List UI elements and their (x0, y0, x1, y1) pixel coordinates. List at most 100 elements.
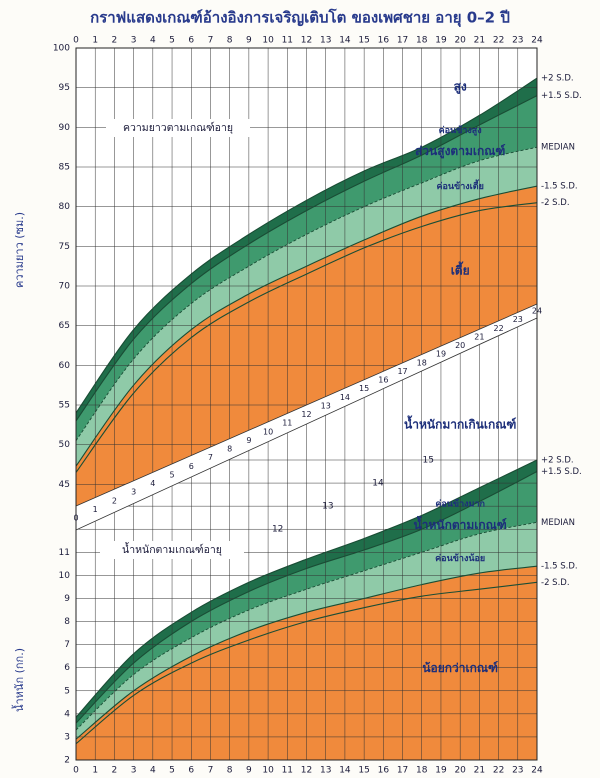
y-tick-label: 60 (59, 361, 71, 371)
age-band-label: 3 (131, 488, 136, 497)
age-band-label: 9 (246, 436, 251, 445)
y-tick-label: 14 (372, 479, 384, 489)
x-tick-label: 8 (227, 766, 233, 776)
x-tick-label: 20 (454, 36, 466, 46)
y-tick-label: 45 (59, 480, 70, 490)
y-tick-label: 75 (59, 242, 70, 252)
x-tick-label: 3 (131, 766, 137, 776)
x-tick-label: 12 (301, 36, 312, 46)
y-tick-label: 15 (422, 456, 433, 466)
x-tick-label: 19 (435, 766, 447, 776)
age-band-label: 0 (73, 514, 78, 523)
reference-curve (76, 459, 537, 718)
x-tick-label: 9 (246, 36, 252, 46)
curve-label: MEDIAN (541, 143, 575, 153)
y-tick-label: 11 (59, 548, 70, 558)
labels: สูงค่อนข้างสูงส่วนสูงตามเกณฑ์ค่อนข้างเตี… (11, 36, 582, 776)
x-tick-label: 10 (262, 36, 274, 46)
reference-curve (76, 185, 537, 467)
x-tick-label: 14 (339, 36, 351, 46)
zone-label: ค่อนข้างมาก (435, 498, 485, 509)
x-tick-label: 21 (474, 36, 485, 46)
reference-curve (76, 581, 537, 745)
y-tick-label: 13 (322, 502, 333, 512)
age-band-label: 24 (532, 307, 542, 316)
x-tick-label: 15 (358, 36, 369, 46)
title-box (100, 541, 244, 559)
curve-label: -2 S.D. (541, 198, 570, 208)
y-tick-label: 50 (59, 440, 71, 450)
age-band-label: 17 (397, 367, 407, 376)
zone-fill (76, 147, 537, 467)
reference-curve (76, 202, 537, 473)
y-tick-label: 65 (59, 321, 70, 331)
x-tick-label: 16 (378, 36, 390, 46)
x-tick-label: 2 (112, 36, 118, 46)
x-tick-label: 1 (92, 36, 98, 46)
age-band-label: 23 (513, 315, 523, 324)
age-band-label: 13 (321, 401, 331, 410)
x-tick-label: 9 (246, 766, 252, 776)
x-tick-label: 15 (358, 766, 369, 776)
x-tick-label: 17 (397, 36, 408, 46)
x-tick-label: 20 (454, 766, 466, 776)
x-tick-label: 8 (227, 36, 233, 46)
y-tick-label: 5 (64, 686, 70, 696)
age-band-label: 15 (359, 384, 369, 393)
x-tick-label: 6 (188, 36, 194, 46)
age-band-label: 8 (227, 445, 232, 454)
curve-label: MEDIAN (541, 518, 575, 528)
x-tick-label: 5 (169, 36, 175, 46)
x-tick-label: 5 (169, 766, 175, 776)
page-title: กราฟแสดงเกณฑ์อ้างอิงการเจริญเติบโต ของเพ… (90, 8, 510, 28)
y-tick-label: 70 (59, 282, 71, 292)
age-band-label: 7 (208, 453, 213, 462)
x-tick-label: 1 (92, 766, 98, 776)
x-tick-label: 22 (493, 766, 504, 776)
x-tick-label: 19 (435, 36, 447, 46)
age-band-label: 6 (189, 462, 194, 471)
length-curves (76, 77, 537, 473)
plot-frame (75, 47, 538, 761)
x-tick-label: 16 (378, 766, 390, 776)
y-axis-title: ความยาว (ซม.) (13, 212, 26, 288)
reference-curve (76, 471, 537, 724)
age-band-label: 4 (150, 479, 155, 488)
y-tick-label: 85 (59, 163, 70, 173)
zone-label: เตี้ย (451, 261, 470, 278)
y-tick-label: 10 (59, 571, 71, 581)
zone-label: น้ำหนักตามเกณฑ์ (414, 515, 507, 532)
x-tick-label: 24 (531, 36, 543, 46)
age-band-label: 20 (455, 341, 465, 350)
x-tick-label: 11 (282, 766, 293, 776)
zone-label: น้ำหนักมากเกินเกณฑ์ (404, 415, 516, 432)
x-tick-label: 13 (320, 766, 331, 776)
curve-label: +1.5 S.D. (541, 467, 582, 477)
x-tick-label: 0 (73, 766, 79, 776)
x-tick-label: 14 (339, 766, 351, 776)
age-band-label: 11 (282, 419, 292, 428)
age-band-label: 19 (436, 350, 446, 359)
age-band-label: 1 (93, 505, 98, 514)
title-box (106, 119, 250, 137)
age-band-label: 16 (378, 376, 388, 385)
zone-label: น้อยกว่าเกณฑ์ (422, 661, 498, 675)
x-tick-label: 18 (416, 766, 428, 776)
age-band-label: 14 (340, 393, 350, 402)
age-band-label: 5 (169, 470, 174, 479)
y-tick-label: 55 (59, 401, 70, 411)
x-tick-label: 23 (512, 36, 523, 46)
y-tick-label: 9 (64, 594, 70, 604)
curve-label: -2 S.D. (541, 578, 570, 588)
curve-label: +2 S.D. (541, 456, 574, 466)
x-tick-label: 22 (493, 36, 504, 46)
x-tick-label: 23 (512, 766, 523, 776)
reference-curve (76, 77, 537, 414)
x-tick-label: 2 (112, 766, 118, 776)
x-tick-label: 10 (262, 766, 274, 776)
age-band-label: 2 (112, 496, 117, 505)
curve-label: -1.5 S.D. (541, 182, 578, 192)
curve-label: +2 S.D. (541, 74, 574, 84)
zone-label: ค่อนข้างเตี้ย (436, 179, 483, 192)
